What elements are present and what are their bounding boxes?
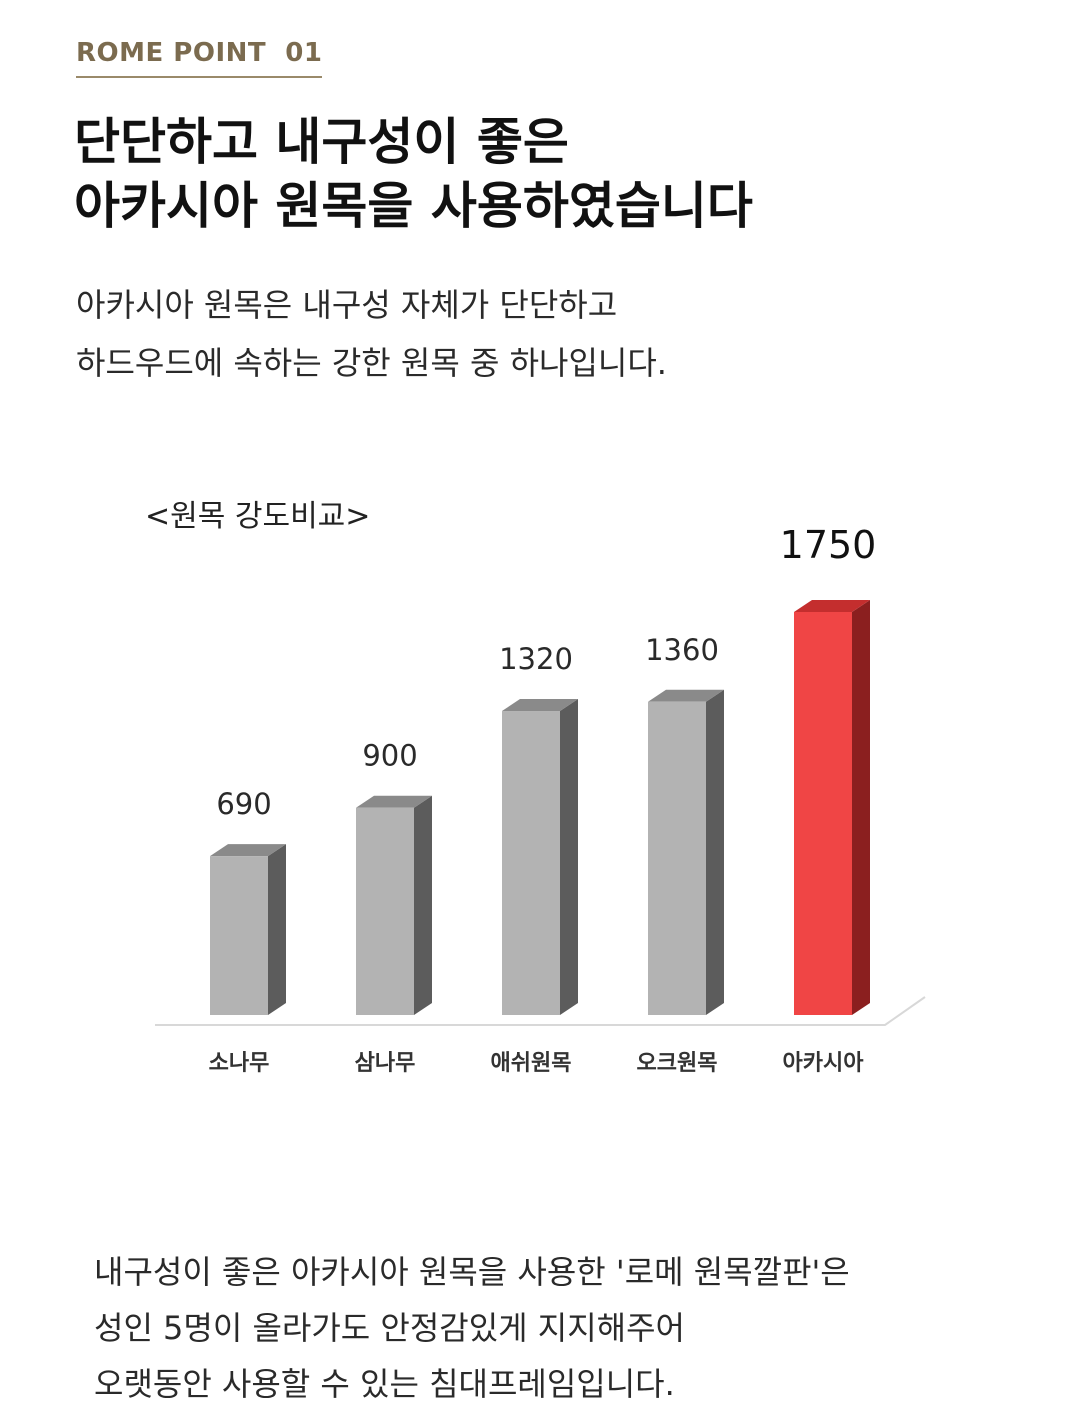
headline: 단단하고 내구성이 좋은 아카시아 원목을 사용하였습니다 (74, 110, 753, 238)
closing-line-1: 내구성이 좋은 아카시아 원목을 사용한 '로메 원목깔판'은 (94, 1253, 850, 1291)
headline-line-2: 아카시아 원목을 사용하였습니다 (74, 177, 753, 235)
strength-chart: <원목 강도비교> 690 소나무 900 삼나무 1320 애쉬원목 1360 오크원목 17… (0, 480, 1080, 1100)
closing-text: 내구성이 좋은 아카시아 원목을 사용한 '로메 원목깔판'은 성인 5명이 올… (94, 1244, 850, 1412)
strength-chart-svg: <원목 강도비교> 690 소나무 900 삼나무 1320 애쉬원목 1360 오크원목 17… (145, 499, 926, 1076)
bar-value-label: 1360 (645, 633, 719, 667)
bar-3 (502, 699, 578, 1015)
chart-floor-line (155, 996, 926, 1026)
bar-2 (356, 795, 432, 1015)
bar-value-label: 1750 (780, 523, 877, 567)
bar-front (502, 711, 560, 1015)
bar-side (852, 600, 870, 1015)
intro-text: 아카시아 원목은 내구성 자체가 단단하고 하드우드에 속하는 강한 원목 중 … (76, 276, 667, 392)
closing-line-3: 오랫동안 사용할 수 있는 침대프레임입니다. (94, 1365, 675, 1403)
bar-1 (210, 844, 286, 1015)
bar-side (268, 844, 286, 1015)
chart-title: <원목 강도비교> (145, 499, 370, 534)
bar-front (356, 807, 414, 1015)
closing-line-2: 성인 5명이 올라가도 안정감있게 지지해주어 (94, 1309, 685, 1347)
category-label: 오크원목 (637, 1051, 718, 1076)
intro-line-1: 아카시아 원목은 내구성 자체가 단단하고 (76, 286, 618, 324)
bar-front (648, 701, 706, 1015)
section-point-label: ROME POINT 01 (76, 38, 323, 78)
bar-side (706, 689, 724, 1015)
bar-side (560, 699, 578, 1015)
bar-top (794, 600, 870, 612)
chart-bars (210, 600, 870, 1015)
category-label: 삼나무 (355, 1051, 416, 1076)
category-label: 소나무 (209, 1051, 270, 1076)
bar-value-label: 1320 (499, 642, 573, 676)
headline-line-1: 단단하고 내구성이 좋은 (74, 113, 569, 171)
intro-line-2: 하드우드에 속하는 강한 원목 중 하나입니다. (76, 344, 667, 382)
bar-value-label: 690 (216, 787, 271, 821)
bar-front (210, 856, 268, 1015)
bar-top (502, 699, 578, 712)
bar-side (414, 795, 432, 1015)
chart-floor (155, 996, 926, 1026)
bar-top (648, 689, 724, 702)
category-label: 애쉬원목 (491, 1051, 572, 1076)
bar-value-label: 900 (362, 739, 417, 773)
bar-5 (794, 600, 870, 1015)
category-label: 아카시아 (783, 1051, 865, 1076)
chart-labels: 690 소나무 900 삼나무 1320 애쉬원목 1360 오크원목 1750 아카시아 (209, 523, 877, 1076)
bar-4 (648, 689, 724, 1015)
bar-top (356, 795, 432, 808)
bar-top (210, 844, 286, 857)
bar-front (794, 612, 852, 1015)
